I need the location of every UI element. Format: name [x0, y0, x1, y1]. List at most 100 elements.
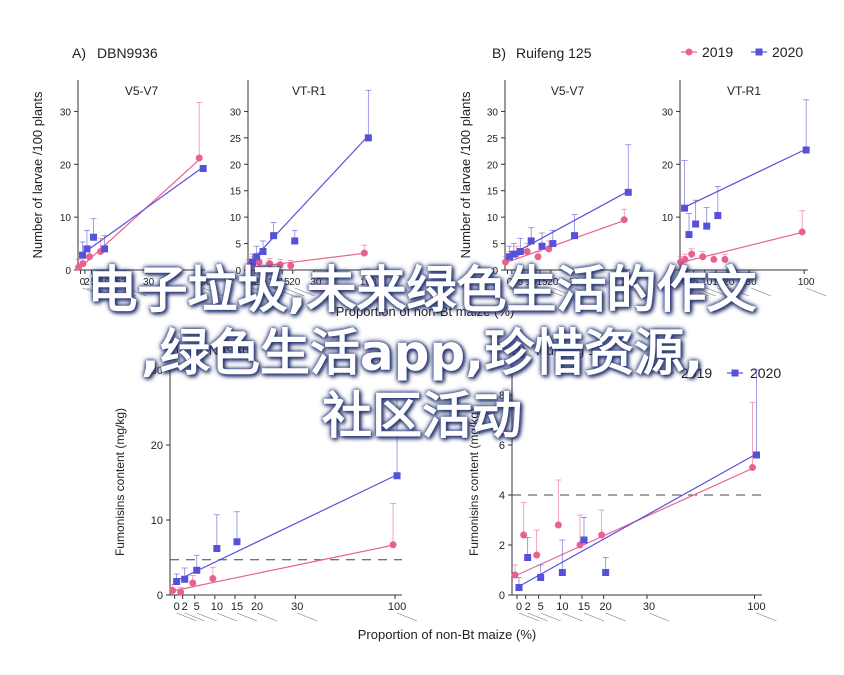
x-tick-label: 30	[569, 277, 581, 288]
x-tick-leader	[509, 287, 530, 297]
y-tick-label: 5	[235, 240, 241, 251]
legend-bottom-2020-marker	[731, 369, 739, 377]
x-tick-leader	[562, 612, 583, 622]
series-2019	[169, 503, 397, 596]
legend-2020-label: 2020	[772, 44, 803, 60]
x-tick-label: 2	[182, 601, 188, 613]
point-2020	[558, 569, 566, 576]
x-tick-label: 15	[231, 601, 243, 613]
trend-line	[174, 544, 396, 592]
point-2019	[534, 253, 542, 261]
x-tick-leader	[574, 287, 595, 297]
x-tick-label: 5	[194, 601, 200, 613]
trend-line	[507, 191, 627, 258]
point-2019	[189, 579, 197, 587]
y-tick-label: 0	[65, 266, 71, 277]
point-2020	[580, 536, 588, 544]
bottom-right-variety: Ruifeng 125	[536, 342, 612, 358]
point-2020	[524, 554, 532, 561]
point-2019	[699, 253, 707, 261]
point-2019	[523, 248, 531, 255]
x-tick-leader	[527, 612, 548, 622]
trend-line	[80, 168, 202, 256]
x-tick-label: 10	[268, 277, 280, 288]
x-tick-leader	[294, 287, 315, 297]
series-2019	[244, 244, 368, 271]
x-tick-leader	[751, 287, 772, 297]
x-tick-label: 5	[693, 277, 699, 288]
series-2020	[173, 396, 401, 585]
point-2019	[598, 531, 606, 539]
point-2020	[181, 575, 189, 583]
point-2019	[710, 255, 718, 263]
trend-line	[507, 219, 627, 263]
x-tick-leader	[216, 612, 237, 622]
x-tick-leader	[688, 287, 710, 297]
series-2020	[79, 165, 207, 259]
point-2019	[169, 587, 177, 594]
point-2020	[90, 233, 98, 241]
point-2020	[270, 232, 278, 240]
point-2020	[506, 253, 513, 261]
point-2019	[554, 521, 562, 529]
point-2019	[287, 262, 295, 270]
x-tick-label: 2	[511, 277, 517, 288]
point-2019	[360, 249, 368, 257]
x-tick-label: 30	[291, 601, 303, 613]
y-tick-label: 25	[487, 134, 499, 145]
point-2020	[510, 250, 518, 258]
point-2019	[533, 551, 541, 559]
trend-line	[250, 137, 367, 263]
x-tick-leader	[706, 287, 727, 297]
y-tick-label: 30	[487, 107, 499, 118]
legend-top: 2019 2020	[681, 44, 803, 60]
point-2020	[515, 584, 523, 591]
x-tick-label: 2	[525, 601, 531, 613]
x-tick-label: 15	[578, 601, 590, 613]
point-2019	[266, 260, 274, 268]
legend-bottom-2019-label: 2019	[681, 365, 712, 381]
x-tick-leader	[368, 287, 389, 297]
top-left-variety: DBN9936	[97, 45, 158, 61]
x-tick-leader	[203, 287, 224, 297]
point-2020	[527, 237, 535, 245]
y-tick-label: 30	[151, 365, 163, 377]
legend-bottom-2019-marker	[662, 369, 670, 377]
point-2020	[393, 472, 401, 480]
series-2019	[75, 102, 203, 271]
x-tick-leader	[126, 287, 147, 297]
point-2020	[259, 248, 267, 255]
x-tick-leader	[93, 287, 114, 297]
series-2019	[677, 210, 806, 266]
series-2020	[506, 144, 632, 261]
y-tick-label: 20	[230, 160, 242, 171]
point-2020	[364, 134, 372, 142]
x-tick-label: 20	[251, 601, 263, 613]
chart-title: V5-V7	[551, 84, 585, 98]
x-tick-leader	[315, 287, 336, 297]
point-2020	[101, 245, 109, 253]
y-tick-label: 2	[499, 540, 505, 552]
legend-2019-label: 2019	[702, 44, 733, 60]
x-tick-label: 20	[121, 277, 133, 288]
y-tick-label: 10	[662, 213, 674, 224]
x-tick-label: 30	[310, 277, 322, 288]
trend-line	[682, 149, 805, 209]
x-tick-leader	[806, 287, 827, 297]
y-tick-label: 10	[60, 213, 72, 224]
point-2019	[688, 250, 696, 258]
point-2019	[798, 228, 806, 236]
x-tick-label: 5	[260, 277, 266, 288]
point-2019	[276, 261, 284, 269]
y-tick-label: 30	[662, 107, 674, 118]
top-right-panel-label: B)	[492, 45, 506, 61]
x-tick-leader	[605, 612, 626, 622]
x-tick-label: 30	[643, 601, 655, 613]
y-tick-label: 8	[499, 390, 505, 402]
point-2019	[79, 260, 87, 268]
series-2020	[681, 99, 810, 239]
x-tick-label: 20	[289, 277, 301, 288]
x-tick-leader	[176, 612, 197, 622]
